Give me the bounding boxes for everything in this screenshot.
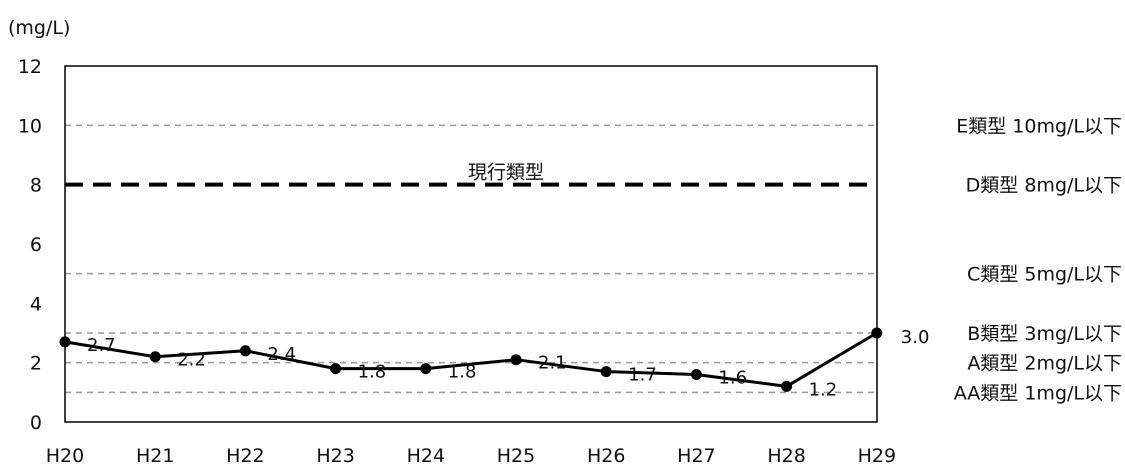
- y-axis-ticks: 0 2 4 6 8 10 12: [18, 56, 42, 434]
- reference-line-labels: E類型 10mg/L以下 D類型 8mg/L以下 C類型 5mg/L以下 B類型 3m…: [954, 115, 1122, 404]
- reference-line-label-0: E類型 10mg/L以下: [956, 115, 1122, 137]
- y-tick-label: 12: [18, 56, 42, 78]
- reference-line-label-2: C類型 5mg/L以下: [967, 264, 1122, 286]
- reference-line-label-4: A類型 2mg/L以下: [967, 353, 1122, 375]
- data-point: [59, 336, 71, 348]
- data-label: 1.8: [358, 362, 387, 383]
- data-point: [510, 354, 522, 366]
- y-tick-label: 2: [30, 353, 42, 375]
- reference-lines: [65, 124, 877, 394]
- data-point: [690, 369, 702, 381]
- data-point: [239, 345, 251, 357]
- series-line-group: 2.7 2.2 2.4 1.8 1.8 2.1 1.7 1.6 1.2 3.0: [59, 327, 930, 400]
- y-tick-label: 4: [30, 293, 42, 315]
- x-tick-label: H20: [46, 445, 84, 467]
- data-label: 2.4: [267, 344, 296, 365]
- x-tick-label: H27: [677, 445, 715, 467]
- y-tick-label: 8: [30, 175, 42, 197]
- data-label: 1.7: [628, 365, 657, 386]
- data-point: [781, 380, 793, 392]
- reference-line-label-1: D類型 8mg/L以下: [966, 175, 1122, 197]
- data-label: 2.1: [538, 353, 567, 374]
- data-point: [149, 351, 161, 363]
- x-tick-label: H28: [767, 445, 805, 467]
- y-axis-unit-label: (mg/L): [8, 17, 70, 39]
- y-tick-label: 0: [30, 412, 42, 434]
- plot-area-frame: [64, 65, 878, 423]
- data-label: 2.7: [87, 335, 116, 356]
- data-point: [600, 366, 612, 378]
- y-tick-label: 6: [30, 234, 42, 256]
- data-label: 2.2: [177, 350, 206, 371]
- x-axis-ticks: H20 H21 H22 H23 H24 H25 H26 H27 H28 H29: [46, 445, 896, 467]
- data-label: 1.6: [718, 368, 747, 389]
- data-point: [420, 363, 432, 375]
- x-tick-label: H26: [587, 445, 625, 467]
- x-tick-label: H25: [497, 445, 535, 467]
- x-tick-label: H24: [407, 445, 445, 467]
- data-point: [330, 363, 342, 375]
- current-type-annotation: 現行類型: [468, 162, 544, 184]
- data-label: 1.2: [809, 379, 838, 400]
- data-point: [871, 327, 883, 339]
- x-tick-label: H23: [316, 445, 354, 467]
- data-label: 3.0: [901, 327, 930, 348]
- y-tick-label: 10: [18, 115, 42, 137]
- data-label: 1.8: [448, 362, 477, 383]
- x-tick-label: H29: [858, 445, 896, 467]
- x-tick-label: H21: [136, 445, 174, 467]
- reference-line-label-3: B類型 3mg/L以下: [967, 323, 1122, 345]
- x-tick-label: H22: [226, 445, 264, 467]
- reference-line-label-5: AA類型 1mg/L以下: [954, 382, 1122, 404]
- series-line: [64, 331, 878, 388]
